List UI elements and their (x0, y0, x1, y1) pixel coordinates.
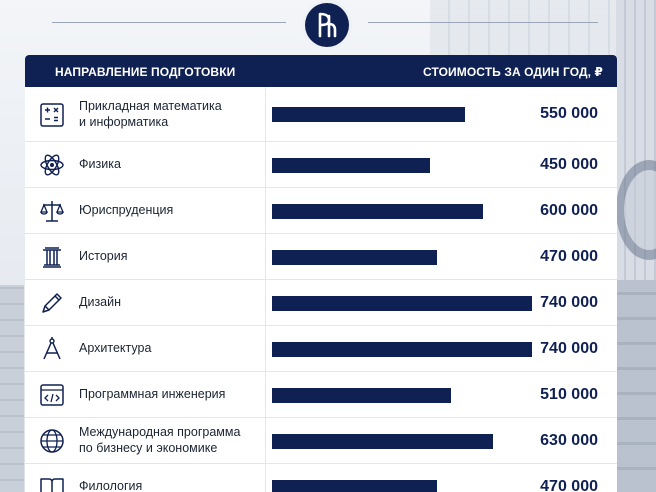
hse-logo (305, 3, 349, 47)
label-column (25, 234, 266, 279)
table-row: Дизайн 740 000 (25, 280, 617, 326)
cost-bar (272, 249, 437, 265)
tuition-table: НАПРАВЛЕНИЕ ПОДГОТОВКИ СТОИМОСТЬ ЗА ОДИН… (25, 55, 617, 492)
divider-right (368, 22, 598, 23)
cost-value: 550 000 (540, 105, 598, 122)
table-row: Физика 450 000 (25, 142, 617, 188)
cost-value: 510 000 (540, 385, 598, 403)
label-column (25, 418, 266, 463)
table-row: История 470 000 (25, 234, 617, 280)
program-label: Дизайн (79, 295, 122, 309)
pencil-icon (39, 290, 65, 316)
cost-bar (272, 203, 483, 219)
table-row: Архитектура 740 000 (25, 326, 617, 372)
cost-bar (272, 387, 451, 403)
table-row: Юриспруденция 600 000 (25, 188, 617, 234)
cost-bar (272, 433, 493, 449)
program-label: История (79, 249, 128, 263)
cost-bar (272, 341, 532, 357)
compass-icon (39, 336, 65, 362)
program-label: Прикладная математика и информатика (79, 98, 222, 129)
program-label: Физика (79, 157, 121, 171)
program-label: Программная инженерия (79, 387, 226, 401)
label-column (25, 188, 266, 233)
table-row: Филология 470 000 (25, 464, 617, 492)
program-label: Международная программа по бизнесу и эко… (79, 425, 241, 455)
cost-value: 470 000 (540, 247, 598, 265)
cost-bar (272, 107, 465, 122)
cost-bar (272, 295, 532, 311)
table-header: НАПРАВЛЕНИЕ ПОДГОТОВКИ СТОИМОСТЬ ЗА ОДИН… (25, 55, 617, 87)
column-header-direction: НАПРАВЛЕНИЕ ПОДГОТОВКИ (55, 65, 236, 79)
cost-value: 470 000 (540, 477, 598, 492)
table-row: Программная инженерия 510 000 (25, 372, 617, 418)
math-icon (39, 102, 65, 128)
cost-value: 450 000 (540, 155, 598, 173)
program-label: Архитектура (79, 341, 152, 355)
cost-value: 600 000 (540, 201, 598, 219)
column-icon (39, 244, 65, 270)
label-column (25, 87, 266, 141)
table-row: Международная программа по бизнесу и эко… (25, 418, 617, 464)
table-row: Прикладная математика и информатика 550 0… (25, 87, 617, 142)
cost-value: 740 000 (540, 293, 598, 311)
globe-icon (39, 428, 65, 454)
code-icon (39, 382, 65, 408)
cost-value: 740 000 (540, 339, 598, 357)
scales-icon (39, 198, 65, 224)
atom-icon (39, 152, 65, 178)
label-column (25, 280, 266, 325)
label-column (25, 372, 266, 417)
label-column (25, 142, 266, 187)
label-column (25, 464, 266, 492)
program-label: Юриспруденция (79, 203, 174, 217)
program-label: Филология (79, 479, 143, 492)
cost-bar (272, 479, 437, 492)
column-header-cost: СТОИМОСТЬ ЗА ОДИН ГОД, ₽ (423, 65, 603, 79)
divider-left (52, 22, 286, 23)
book-icon (39, 474, 65, 492)
label-column (25, 326, 266, 371)
cost-bar (272, 157, 430, 173)
cost-value: 630 000 (540, 431, 598, 449)
